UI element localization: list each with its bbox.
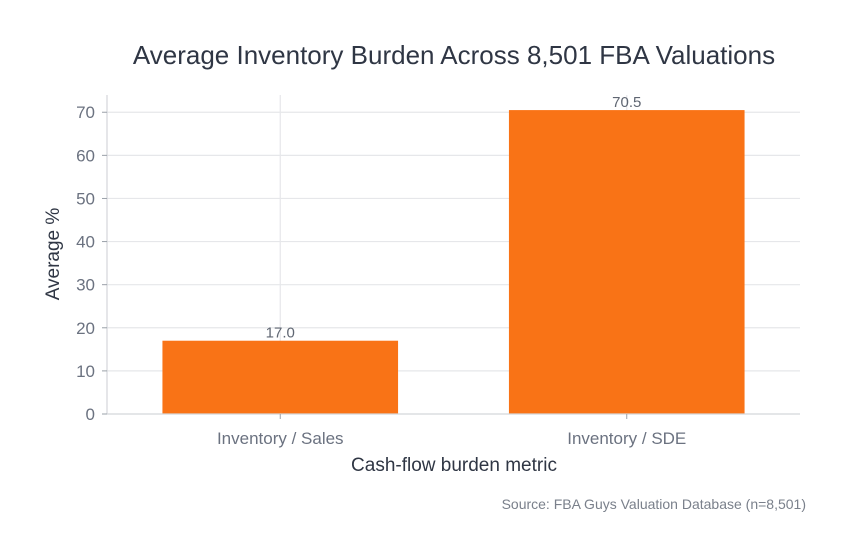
x-tick-label: Inventory / Sales: [217, 429, 344, 448]
y-tick-label: 0: [86, 405, 95, 424]
y-tick-label: 50: [76, 189, 95, 208]
y-tick-label: 20: [76, 319, 95, 338]
axes: 0 10 20 30 40 50 60 70 Inventory / Sales Inventor…: [76, 95, 800, 448]
bar: [508, 110, 745, 415]
y-tick-label: 10: [76, 362, 95, 381]
chart-title: Average Inventory Burden Across 8,501 FB…: [133, 40, 775, 70]
y-tick-label: 70: [76, 103, 95, 122]
bars: 17.0 70.5: [162, 94, 745, 415]
y-tick-label: 60: [76, 146, 95, 165]
gridlines: [107, 95, 800, 414]
bar-value-label: 70.5: [612, 94, 641, 111]
x-tick-label: Inventory / SDE: [567, 429, 686, 448]
bar-value-label: 17.0: [266, 325, 295, 342]
y-tick-label: 30: [76, 276, 95, 295]
source-note: Source: FBA Guys Valuation Database (n=8…: [502, 496, 806, 512]
y-tick-label: 40: [76, 233, 95, 252]
x-axis-label: Cash-flow burden metric: [351, 455, 557, 476]
y-axis-label: Average %: [43, 208, 64, 301]
bar: [162, 340, 399, 414]
